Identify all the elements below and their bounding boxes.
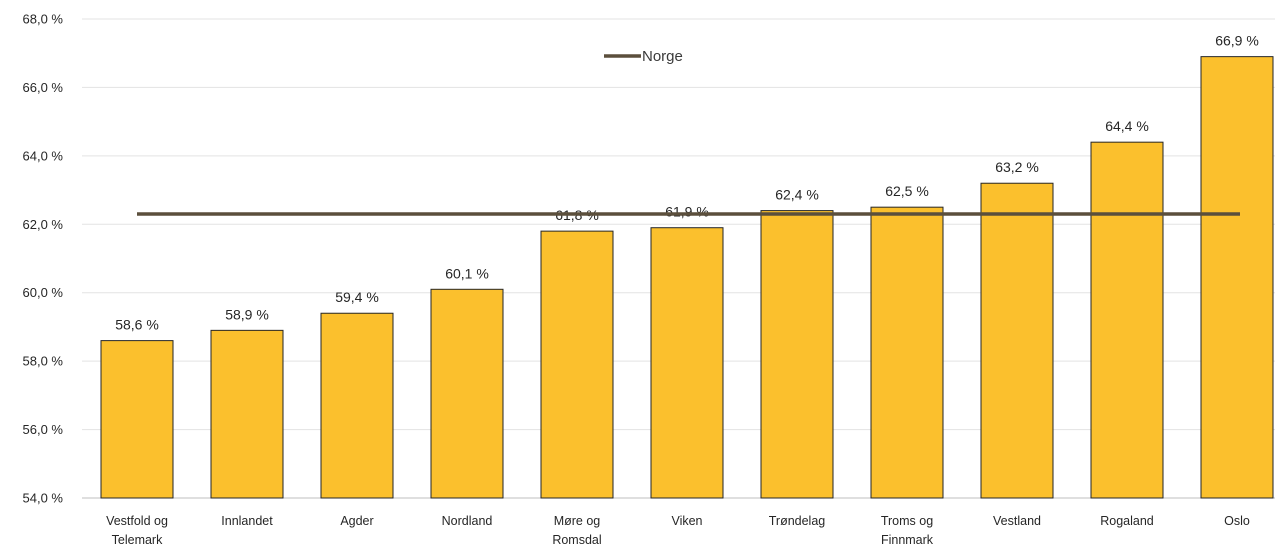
data-label: 58,9 % [225, 306, 269, 322]
data-label: 63,2 % [995, 159, 1039, 175]
data-label: 61,9 % [665, 204, 709, 220]
x-category-label: Vestfold og [106, 514, 168, 528]
x-category-label: Trøndelag [769, 514, 826, 528]
y-axis-ticks: 54,0 % 56,0 % 58,0 % 60,0 % 62,0 % 64,0 % 66,0… [23, 12, 64, 506]
x-category-label: Agder [340, 514, 373, 528]
bar [761, 211, 833, 498]
data-label: 62,4 % [775, 187, 819, 203]
bar [871, 207, 943, 498]
bar [321, 313, 393, 498]
legend: Norge [604, 48, 683, 65]
bar [1091, 142, 1163, 498]
data-label: 66,9 % [1215, 33, 1259, 49]
data-label: 62,5 % [885, 183, 929, 199]
x-category-label: Innlandet [221, 514, 273, 528]
y-tick-label: 56,0 % [23, 422, 64, 437]
bar [101, 341, 173, 498]
y-tick-label: 58,0 % [23, 354, 64, 369]
x-category-label: Møre og [554, 514, 601, 528]
legend-label-norge: Norge [642, 48, 683, 65]
bar [651, 228, 723, 498]
y-tick-label: 54,0 % [23, 491, 64, 506]
bar [981, 183, 1053, 498]
data-label: 58,6 % [115, 317, 159, 333]
x-category-label: Vestland [993, 514, 1041, 528]
x-category-label: Telemark [112, 533, 163, 547]
y-tick-label: 62,0 % [23, 217, 64, 232]
x-category-label: Viken [671, 514, 702, 528]
x-category-label: Nordland [442, 514, 493, 528]
x-axis-categories: Vestfold og Telemark Innlandet Agder Nordlan… [106, 514, 1250, 547]
bar [431, 289, 503, 498]
x-category-label: Romsdal [552, 533, 601, 547]
y-tick-label: 68,0 % [23, 12, 64, 27]
bar [541, 231, 613, 498]
y-tick-label: 64,0 % [23, 148, 64, 163]
data-label: 64,4 % [1105, 118, 1149, 134]
y-tick-label: 66,0 % [23, 80, 64, 95]
bars [101, 57, 1273, 498]
x-category-label: Oslo [1224, 514, 1250, 528]
data-label: 60,1 % [445, 265, 489, 281]
x-category-label: Troms og [881, 514, 933, 528]
x-category-label: Finnmark [881, 533, 934, 547]
data-label: 59,4 % [335, 289, 379, 305]
bar [1201, 57, 1273, 498]
y-tick-label: 60,0 % [23, 285, 64, 300]
bar [211, 330, 283, 498]
x-category-label: Rogaland [1100, 514, 1154, 528]
